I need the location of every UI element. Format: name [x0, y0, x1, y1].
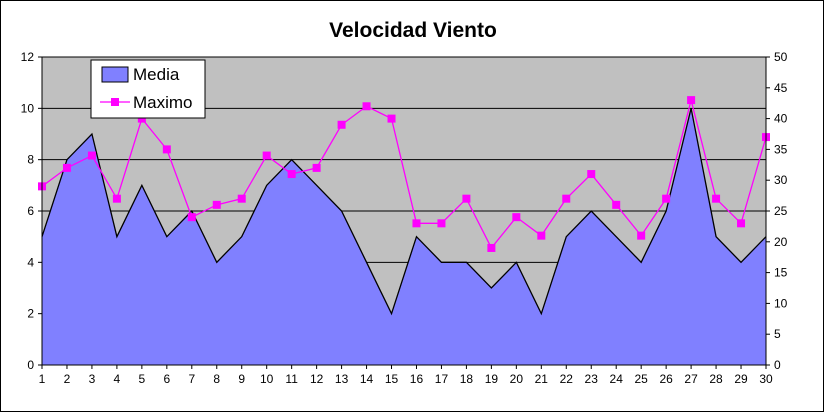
data-point-maximo: [587, 170, 596, 179]
x-tick-label: 8: [213, 372, 220, 386]
x-tick-label: 6: [163, 372, 170, 386]
series-area-media-edge: [41, 108, 767, 316]
x-tick-label: 13: [335, 372, 349, 386]
data-point-maximo: [312, 163, 321, 172]
data-point-maximo: [362, 102, 371, 111]
x-tick-label: 12: [310, 372, 324, 386]
x-tick-label: 22: [560, 372, 574, 386]
y-ticks-left: 0 2 4 6 8 10 12: [21, 50, 42, 372]
x-tick-label: 5: [139, 372, 146, 386]
y-ticks-right: 0 5 10 15 20 25 30 35 40 45 50: [766, 50, 788, 372]
data-point-maximo: [87, 151, 96, 160]
y-tick-label-right: 50: [774, 50, 788, 64]
series-area-media: [42, 108, 766, 365]
data-point-maximo: [237, 194, 246, 203]
y-tick-label-right: 25: [774, 204, 788, 218]
data-point-maximo: [662, 194, 671, 203]
x-tick-label: 20: [510, 372, 524, 386]
legend-swatch-media: [101, 66, 129, 83]
data-point-maximo: [462, 194, 471, 203]
data-point-maximo: [512, 213, 521, 222]
y-tick-label-right: 20: [774, 235, 788, 249]
data-point-maximo: [387, 114, 396, 123]
x-tick-label: 18: [460, 372, 474, 386]
y-tick-label-right: 40: [774, 112, 788, 126]
y-tick-label-right: 5: [774, 327, 781, 341]
y-tick-label-right: 30: [774, 173, 788, 187]
x-tick-label: 1: [39, 372, 46, 386]
data-point-maximo: [112, 194, 121, 203]
data-point-maximo: [162, 145, 171, 154]
x-tick-label: 17: [435, 372, 449, 386]
y-tick-label-right: 45: [774, 81, 788, 95]
y-tick-label-right: 35: [774, 142, 788, 156]
data-point-maximo: [637, 231, 646, 240]
data-point-maximo: [287, 170, 296, 179]
data-point-maximo: [437, 219, 446, 228]
data-point-maximo: [537, 231, 546, 240]
x-tick-label: 24: [610, 372, 624, 386]
data-point-maximo: [262, 151, 271, 160]
x-tick-label: 27: [684, 372, 698, 386]
x-tick-label: 26: [659, 372, 673, 386]
x-tick-label: 3: [89, 372, 96, 386]
data-point-maximo: [212, 200, 221, 209]
x-ticks: 1 2 3 4 5 6 7 8 9 10 11 12 13 14 15 16 17 18 19 20 21 22 23 24 2…: [39, 365, 773, 386]
data-point-maximo: [737, 219, 746, 228]
data-point-maximo: [687, 96, 696, 105]
y-tick-label-right: 0: [774, 358, 781, 372]
x-tick-label: 29: [734, 372, 748, 386]
legend: Media Maximo: [90, 59, 206, 119]
x-tick-label: 10: [260, 372, 274, 386]
y-tick-label-right: 10: [774, 296, 788, 310]
x-tick-label: 23: [585, 372, 599, 386]
data-point-maximo: [412, 219, 421, 228]
x-tick-label: 14: [360, 372, 374, 386]
y-tick-label-left: 10: [21, 101, 35, 115]
y-tick-label-left: 4: [27, 255, 34, 269]
x-tick-label: 4: [114, 372, 121, 386]
data-point-maximo: [187, 213, 196, 222]
chart-title: Velocidad Viento: [329, 19, 497, 42]
y-tick-label-left: 2: [27, 307, 34, 321]
y-tick-label-left: 6: [27, 204, 34, 218]
y-tick-label-left: 8: [27, 153, 34, 167]
legend-label-maximo: Maximo: [133, 93, 193, 112]
y-tick-label-left: 0: [27, 358, 34, 372]
x-tick-label: 15: [385, 372, 399, 386]
x-tick-label: 19: [485, 372, 499, 386]
y-tick-label-right: 15: [774, 266, 788, 280]
data-point-maximo: [337, 120, 346, 129]
data-point-maximo: [62, 163, 71, 172]
data-point-maximo: [137, 114, 146, 123]
x-tick-label: 21: [535, 372, 549, 386]
series-line-maximo: [41, 99, 767, 250]
data-point-maximo: [562, 194, 571, 203]
y-tick-label-left: 12: [21, 50, 35, 64]
x-tick-label: 30: [759, 372, 773, 386]
x-tick-label: 11: [285, 372, 298, 386]
data-point-maximo: [487, 243, 496, 252]
x-tick-label: 2: [64, 372, 71, 386]
data-point-maximo: [712, 194, 721, 203]
legend-label-media: Media: [133, 65, 180, 84]
data-point-maximo: [612, 200, 621, 209]
x-tick-label: 9: [238, 372, 245, 386]
x-tick-label: 25: [634, 372, 648, 386]
x-tick-label: 28: [709, 372, 723, 386]
legend-marker-maximo: [111, 98, 119, 106]
x-tick-label: 16: [410, 372, 424, 386]
x-tick-label: 7: [188, 372, 195, 386]
